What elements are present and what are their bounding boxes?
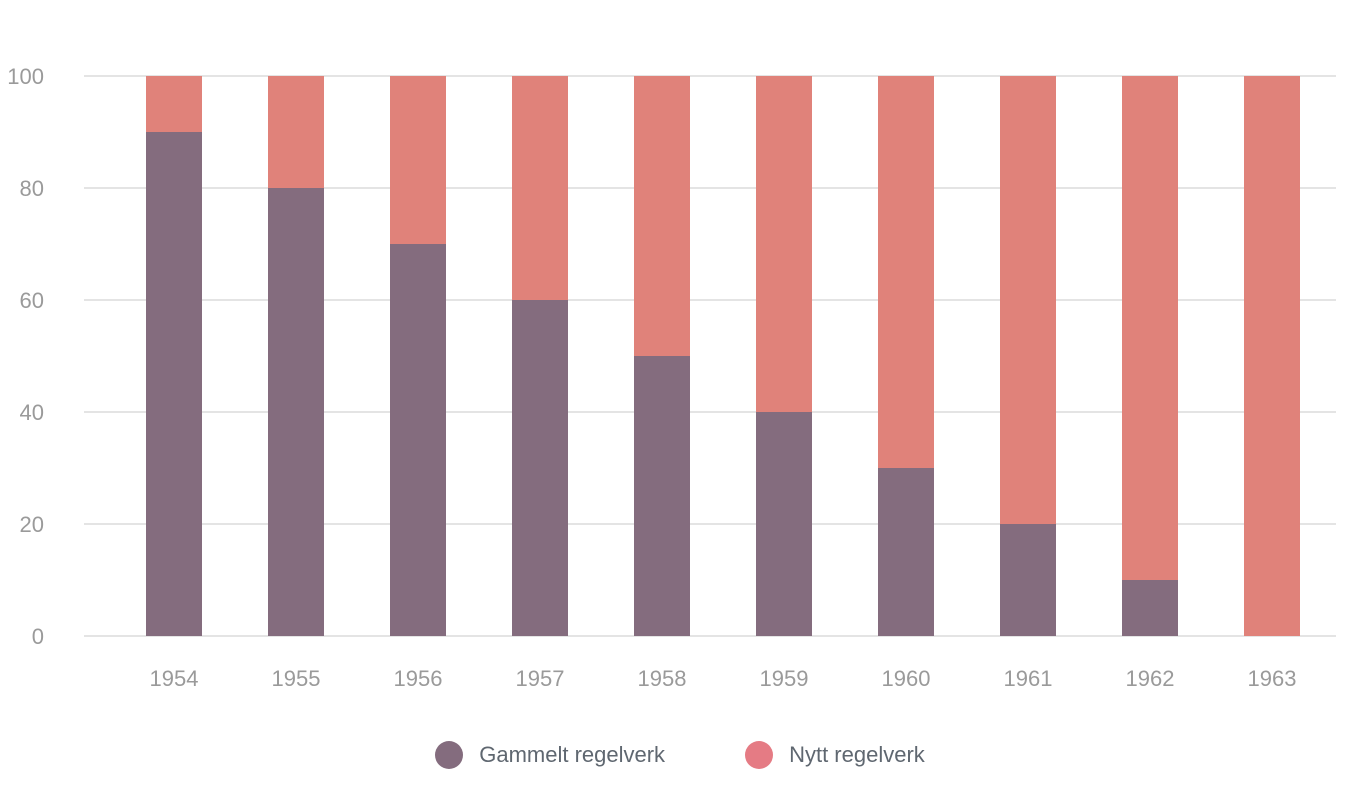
y-tick-label: 40 [20,400,44,425]
bar-old-1954[interactable] [146,132,202,636]
x-tick-label: 1956 [394,666,443,691]
y-tick-label: 100 [7,64,44,89]
x-tick-label: 1957 [516,666,565,691]
bar-new-1955[interactable] [268,76,324,188]
bar-old-1962[interactable] [1122,580,1178,636]
bar-new-1959[interactable] [756,76,812,412]
x-tick-label: 1959 [760,666,809,691]
legend: Gammelt regelverk Nytt regelverk [0,735,1360,775]
bar-new-1961[interactable] [1000,76,1056,524]
y-tick-label: 80 [20,176,44,201]
bars [146,76,1300,636]
legend-label-new: Nytt regelverk [789,742,925,767]
y-axis-ticks: 0 20 40 60 80 100 [7,64,44,649]
x-axis-ticks: 1954 1955 1956 1957 1958 1959 1960 1961 1962 1963 [150,666,1297,691]
x-tick-label: 1961 [1004,666,1053,691]
bar-new-1962[interactable] [1122,76,1178,580]
bar-old-1960[interactable] [878,468,934,636]
x-tick-label: 1960 [882,666,931,691]
y-tick-label: 0 [32,624,44,649]
x-tick-label: 1962 [1126,666,1175,691]
y-tick-label: 20 [20,512,44,537]
bar-new-1960[interactable] [878,76,934,468]
x-tick-label: 1954 [150,666,199,691]
bar-old-1958[interactable] [634,356,690,636]
legend-item-old[interactable]: Gammelt regelverk [435,741,665,769]
y-tick-label: 60 [20,288,44,313]
bar-old-1961[interactable] [1000,524,1056,636]
legend-label-old: Gammelt regelverk [479,742,666,767]
bar-old-1959[interactable] [756,412,812,636]
bar-old-1957[interactable] [512,300,568,636]
bar-old-1955[interactable] [268,188,324,636]
bar-old-1956[interactable] [390,244,446,636]
bar-new-1957[interactable] [512,76,568,300]
legend-swatch-old [435,741,464,769]
bar-new-1956[interactable] [390,76,446,244]
bar-new-1963[interactable] [1244,76,1300,636]
bar-new-1958[interactable] [634,76,690,356]
x-tick-label: 1955 [272,666,321,691]
bar-new-1954[interactable] [146,76,202,132]
x-tick-label: 1963 [1248,666,1297,691]
x-tick-label: 1958 [638,666,687,691]
legend-swatch-new [745,741,774,769]
legend-item-new[interactable]: Nytt regelverk [745,741,925,769]
